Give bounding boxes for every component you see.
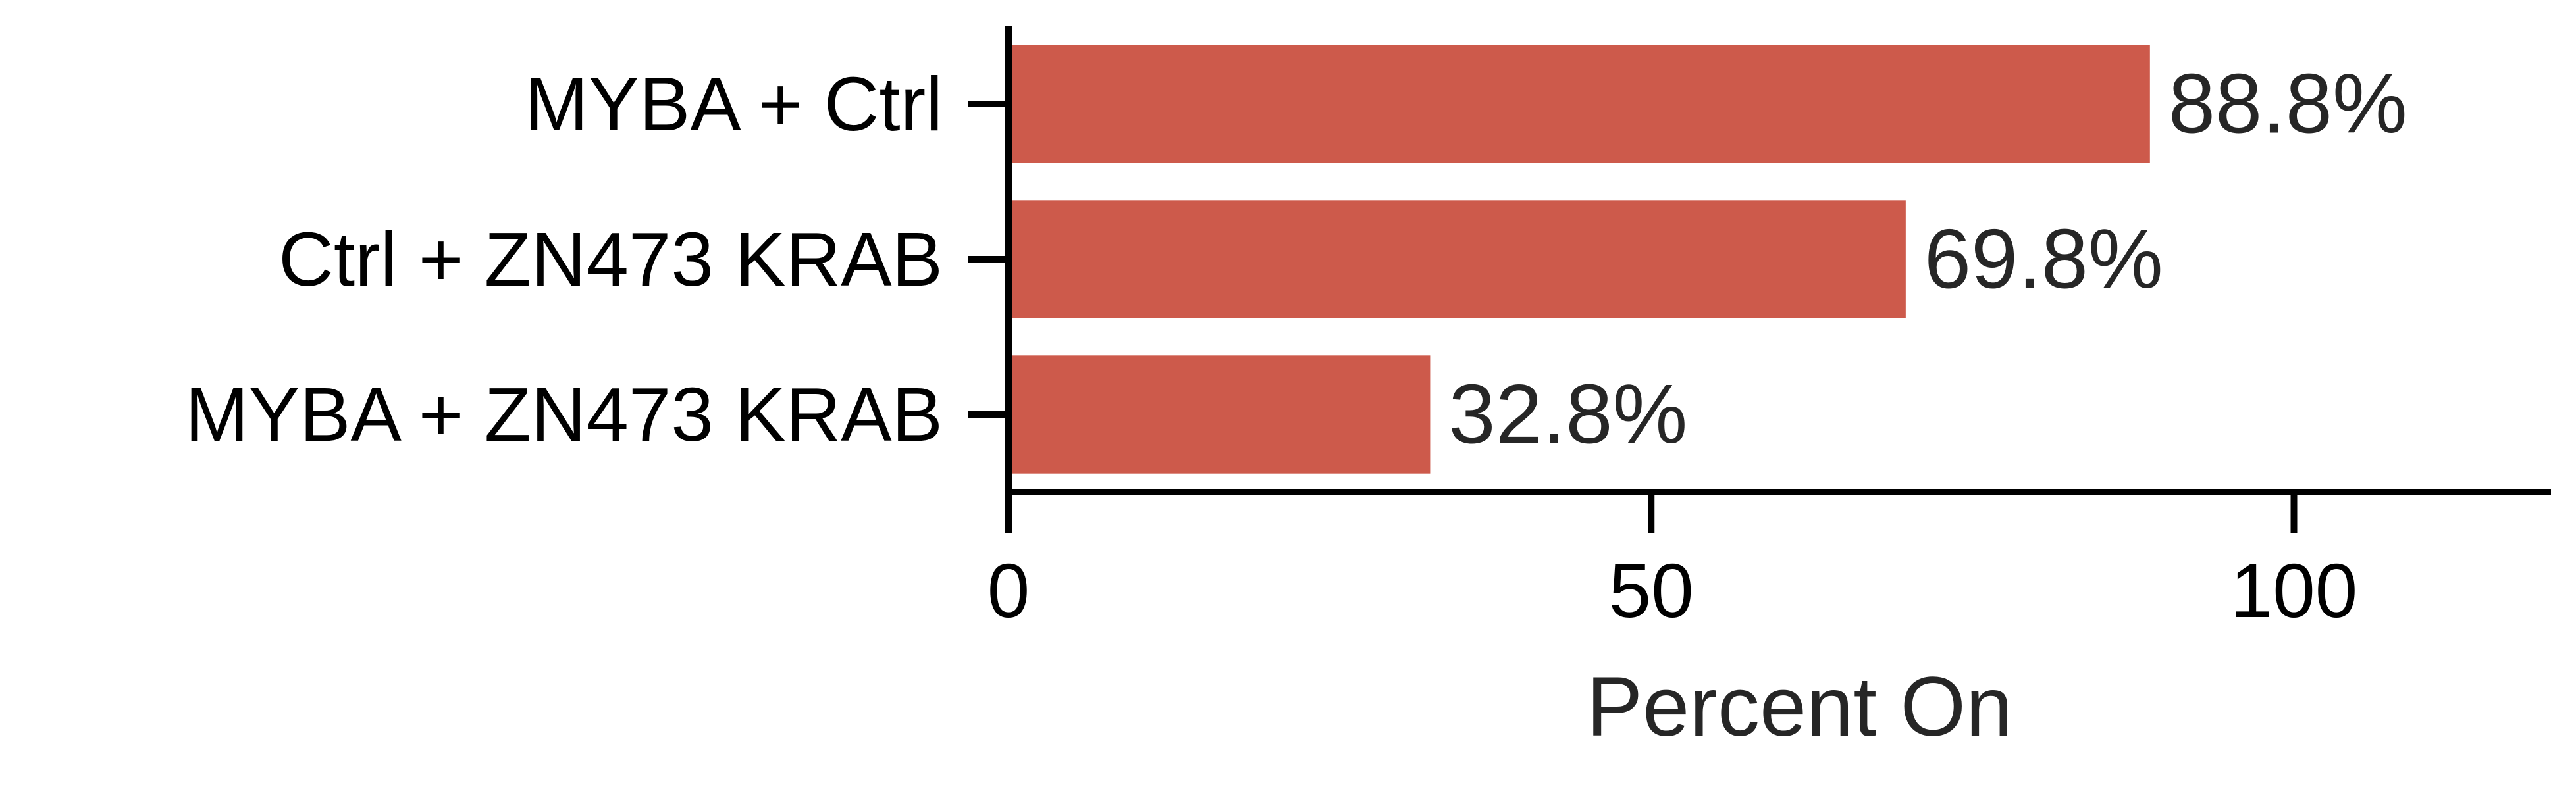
x-axis-title: Percent On bbox=[1587, 660, 2012, 754]
bars-layer bbox=[1009, 45, 2150, 474]
x-tick-label: 0 bbox=[987, 548, 1030, 634]
y-tick-label: MYBA + Ctrl bbox=[525, 61, 943, 147]
bar bbox=[1009, 200, 1906, 318]
x-tick-label: 50 bbox=[1609, 548, 1694, 634]
y-tick-label: MYBA + ZN473 KRAB bbox=[185, 372, 943, 457]
y-tick-label: Ctrl + ZN473 KRAB bbox=[278, 216, 943, 302]
ticks-layer bbox=[968, 101, 2298, 533]
labels-layer: 88.8% MYBA + Ctrl 69.8% Ctrl + ZN473 KRAB 32… bbox=[185, 57, 2407, 634]
x-tick-label: 100 bbox=[2230, 548, 2358, 634]
bar bbox=[1009, 355, 1431, 474]
bar bbox=[1009, 45, 2150, 163]
bar-value-label: 69.8% bbox=[1924, 213, 2163, 307]
bar-value-label: 32.8% bbox=[1448, 368, 1687, 462]
bar-value-label: 88.8% bbox=[2169, 57, 2407, 151]
